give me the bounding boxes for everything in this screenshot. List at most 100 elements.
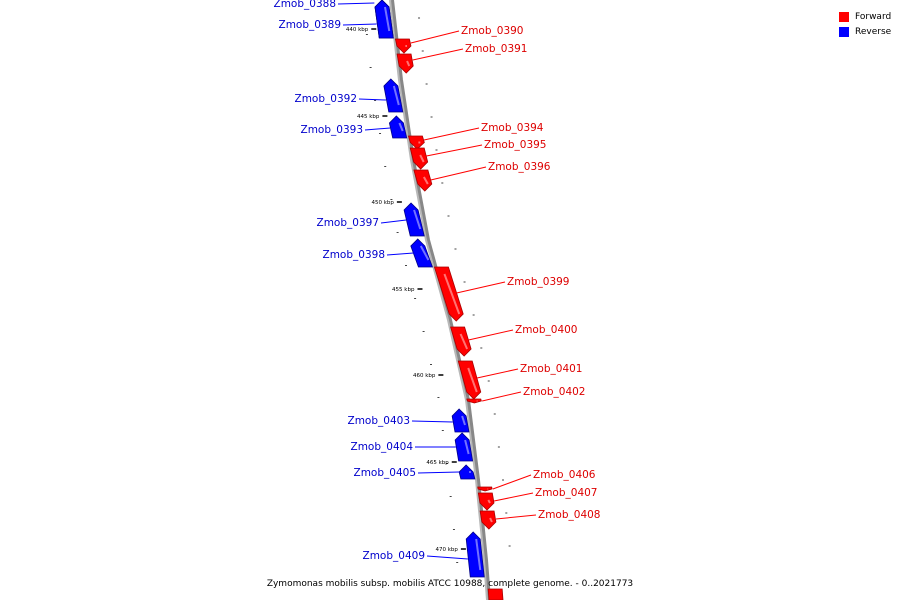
legend-item-reverse: Reverse	[839, 24, 891, 39]
gene-highlight	[459, 333, 469, 350]
legend-label-forward: Forward	[855, 11, 892, 22]
gene-label-zmob-0409: Zmob_0409	[363, 550, 425, 562]
scale-label: 455 kbp	[392, 287, 415, 293]
gene-arrow-zmob-0395	[409, 147, 429, 170]
gene-connector	[386, 252, 414, 256]
gene-arrow-zmob-0408	[479, 510, 497, 530]
gene-connector	[430, 166, 487, 181]
scale-label: 465 kbp	[426, 460, 449, 466]
legend-swatch-forward	[839, 11, 849, 22]
gene-connector	[493, 492, 534, 502]
gene-connector	[411, 420, 453, 423]
legend-swatch-reverse	[839, 26, 849, 37]
gene-arrow-zmob-0406	[477, 486, 493, 492]
gene-connector	[358, 98, 387, 101]
gene-label-zmob-0402: Zmob_0402	[523, 386, 585, 398]
gene-connector	[364, 127, 391, 131]
gene-label-zmob-0390: Zmob_0390	[461, 25, 523, 37]
gene-connector	[426, 555, 468, 560]
gene-label-zmob-0401: Zmob_0401	[520, 363, 582, 375]
gene-label-zmob-0407: Zmob_0407	[535, 487, 597, 499]
gene-arrow-zmob-0402	[466, 398, 482, 404]
gene-highlight	[461, 415, 466, 426]
gene-arrow-zmob-0399	[433, 266, 464, 322]
gene-arrow-zmob-0389	[374, 0, 394, 39]
gene-arrow-zmob-0403	[451, 408, 470, 433]
gene-arrow-zmob-0392	[383, 78, 404, 113]
gene-label-zmob-0394: Zmob_0394	[481, 122, 544, 134]
gene-connector	[380, 219, 407, 224]
gene-label-zmob-0396: Zmob_0396	[488, 161, 551, 173]
gene-arrow-zmob-0391	[396, 53, 414, 74]
scale-label: 440 kbp	[346, 27, 369, 33]
gene-arrow-zmob-0396	[413, 169, 433, 192]
gene-label-zmob-0403: Zmob_0403	[348, 415, 410, 427]
gene-connector	[423, 127, 480, 141]
gene-arrow-zmob-0394	[407, 135, 425, 150]
gene-label-zmob-0393: Zmob_0393	[301, 124, 363, 136]
gene-arrow-zmob-0400	[450, 326, 472, 357]
gene-highlight	[489, 517, 493, 523]
gene-connector	[412, 48, 464, 61]
gene-connector	[426, 144, 483, 157]
gene-arrow-zmob-0404	[454, 432, 474, 462]
gene-connector	[337, 2, 375, 5]
legend-item-forward: Forward	[839, 9, 891, 24]
genome-caption: Zymomonas mobilis subsp. mobilis ATCC 10…	[266, 579, 634, 589]
scale-label: 460 kbp	[413, 373, 436, 379]
scale-label: 450 kbp	[371, 200, 394, 206]
gene-arrow-zmob-0405	[458, 464, 476, 480]
gene-connector	[342, 23, 377, 26]
gene-connector	[495, 514, 537, 520]
gene-highlight	[398, 122, 404, 132]
gene-label-zmob-0392: Zmob_0392	[295, 93, 357, 105]
gene-arrow-zmob-0401	[457, 360, 482, 400]
scale-label: 470 kbp	[435, 547, 458, 553]
gene-connector	[476, 368, 519, 379]
gene-highlight	[464, 439, 470, 455]
gene-highlight	[475, 538, 482, 571]
gene-connector	[417, 471, 460, 474]
gene-highlight	[487, 499, 491, 504]
gene-arrow-zmob-0390	[394, 38, 412, 54]
gene-connector	[492, 474, 532, 490]
gene-connector	[410, 30, 460, 44]
gene-arrow-zmob-0397	[403, 202, 425, 237]
gene-connector	[456, 281, 506, 294]
gene-highlight	[419, 154, 425, 163]
gene-highlight	[443, 273, 461, 315]
gene-arrow-partial	[487, 588, 504, 601]
gene-arrow-zmob-0407	[477, 492, 495, 511]
gene-arrow-zmob-0398	[410, 238, 433, 268]
gene-arrow-zmob-0393	[388, 115, 408, 139]
gene-label-zmob-0389: Zmob_0389	[279, 19, 341, 31]
gene-label-zmob-0404: Zmob_0404	[351, 441, 414, 453]
gene-label-zmob-0388: Zmob_0388	[274, 0, 336, 10]
backbone-line	[389, 0, 488, 601]
gene-label-zmob-0399: Zmob_0399	[507, 276, 569, 288]
gene-label-zmob-0391: Zmob_0391	[465, 43, 527, 55]
gene-label-zmob-0406: Zmob_0406	[533, 469, 596, 481]
gene-label-zmob-0398: Zmob_0398	[323, 249, 385, 261]
backbone-shadow	[390, 0, 491, 601]
gene-connector	[468, 329, 514, 341]
gene-arrow-zmob-0409	[465, 531, 485, 578]
gene-label-zmob-0395: Zmob_0395	[484, 139, 546, 151]
gene-label-zmob-0408: Zmob_0408	[538, 509, 600, 521]
gene-label-zmob-0400: Zmob_0400	[515, 324, 577, 336]
gene-connector	[482, 391, 522, 402]
gene-highlight	[423, 176, 429, 185]
legend: Forward Reverse	[839, 9, 891, 39]
gene-highlight	[406, 60, 411, 67]
gene-highlight	[384, 6, 391, 32]
gene-highlight	[419, 245, 430, 261]
gene-highlight	[467, 367, 478, 393]
legend-label-reverse: Reverse	[855, 26, 892, 37]
gene-label-zmob-0405: Zmob_0405	[354, 467, 416, 479]
gene-label-zmob-0397: Zmob_0397	[317, 217, 379, 229]
scale-label: 445 kbp	[357, 114, 380, 120]
gene-highlight	[413, 209, 422, 230]
gene-highlight	[392, 85, 400, 106]
